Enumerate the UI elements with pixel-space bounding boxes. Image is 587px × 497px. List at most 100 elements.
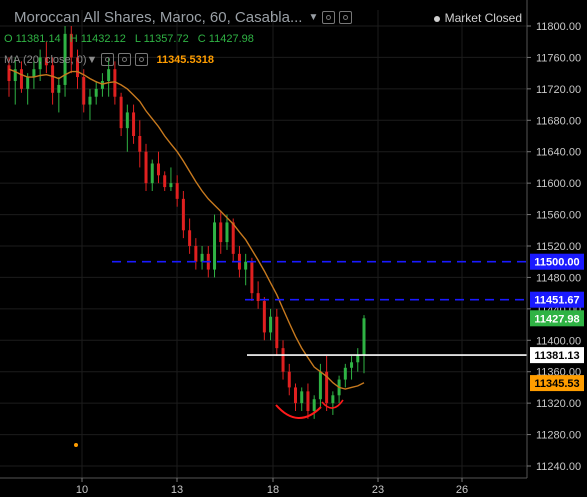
indicator-legend: MA (20, close, 0) ▼ 11345.5318 [4,53,214,66]
candle-body [343,367,347,380]
price-label: 11451.67 [534,295,579,307]
candle-body [57,84,61,93]
eye-icon[interactable] [101,53,115,66]
settings-icon-2[interactable] [339,10,353,24]
candle-body [325,371,329,404]
moving-average-line [8,68,365,390]
candle-body [76,57,80,78]
high-value: H 11432.12 [69,33,126,45]
candle-body [26,77,30,89]
candle-body [287,371,291,388]
chart-grid [0,10,527,478]
chevron-down-icon[interactable]: ▼ [308,11,319,23]
price-label-bg [530,310,584,327]
candle-body [213,222,217,270]
time-axis[interactable]: 10 13 18 23 26 [0,477,527,496]
chart-header: Moroccan All Shares, Maroc, 60, Casabla.… [0,6,353,28]
price-tick-label: 11320.00 [536,398,581,410]
open-value: O 11381.14 [4,33,61,45]
price-label-bg [530,291,584,308]
candle-body [113,69,117,97]
candle-body [244,261,248,270]
candle-series [7,26,366,419]
price-tick-label: 11600.00 [536,178,581,190]
candle-body [281,348,285,372]
candle-body [350,362,354,368]
candle-body [32,69,36,78]
dividend-marker [74,443,78,447]
price-tick-label: 11720.00 [536,84,581,96]
market-status-label: Market Closed [444,11,522,25]
candle-body [82,77,86,105]
price-label-bg [530,347,584,364]
candle-body [107,69,111,81]
chevron-down-icon[interactable]: ▼ [86,53,98,66]
price-tick-label: 11280.00 [536,430,581,442]
low-value: L 11357.72 [134,33,189,45]
price-tick-label: 11520.00 [536,241,581,253]
time-tick-label: 26 [456,484,468,496]
candle-body [219,222,223,243]
price-tick-label: 11560.00 [536,210,581,222]
candle-body [300,391,304,404]
candle-body [306,391,310,411]
candle-body [231,222,235,254]
drawn-curve-annotation [275,404,322,419]
price-tick-label: 11760.00 [536,52,581,64]
price-label: 11345.53 [534,378,579,390]
time-tick-label: 13 [171,484,183,496]
candle-body [150,163,154,184]
candle-body [225,222,229,243]
price-axis[interactable]: 11800.00 11760.00 11720.00 11680.00 11640.00… [526,0,581,478]
candle-body [275,316,279,349]
horizontal-lines [112,260,527,356]
candle-body [44,57,48,66]
price-tick-label: 11680.00 [536,115,581,127]
indicator-label[interactable]: MA (20, close, 0) [4,53,87,66]
price-label: 11427.98 [534,313,579,325]
symbol-title[interactable]: Moroccan All Shares, Maroc, 60, Casabla.… [14,8,303,26]
price-label-bg [530,253,584,270]
candle-body [38,57,42,70]
candle-body [362,318,366,356]
time-tick-label: 18 [267,484,279,496]
settings-icon[interactable] [322,10,336,24]
price-labels: 11500.00 11451.67 11427.98 11381.13 11345.53 [530,253,584,392]
candle-body [144,151,148,184]
candle-body [250,261,254,294]
time-tick-label: 10 [76,484,88,496]
candle-body [356,355,360,363]
indicator-value: 11345.5318 [156,53,214,66]
price-tick-label: 11800.00 [536,21,581,33]
candle-body [69,33,73,58]
candle-body [175,183,179,199]
candle-body [318,371,322,400]
candle-body [194,246,198,262]
candle-body [312,399,316,411]
candle-body [13,69,17,81]
candle-body [63,33,67,85]
candle-body [119,96,123,129]
price-tick-label: 11240.00 [536,461,581,473]
candle-body [262,301,266,333]
gear-icon[interactable] [118,53,132,66]
drawn-curve-annotation-2 [321,399,344,409]
candle-body [94,88,98,97]
status-dot-icon [433,15,440,22]
market-status: Market Closed [433,11,522,25]
candle-body [51,65,55,93]
close-value: C 11427.98 [197,33,254,45]
candle-body [256,293,260,301]
candle-body [138,136,142,152]
price-label: 11381.13 [534,350,579,362]
candle-body [125,112,129,129]
close-icon[interactable] [135,53,149,66]
candle-body [188,230,192,246]
candle-body [163,175,167,188]
price-label-bg [530,375,584,392]
time-tick-label: 23 [372,484,384,496]
candle-body [132,112,136,136]
candle-body [200,253,204,262]
candle-body [269,316,273,333]
